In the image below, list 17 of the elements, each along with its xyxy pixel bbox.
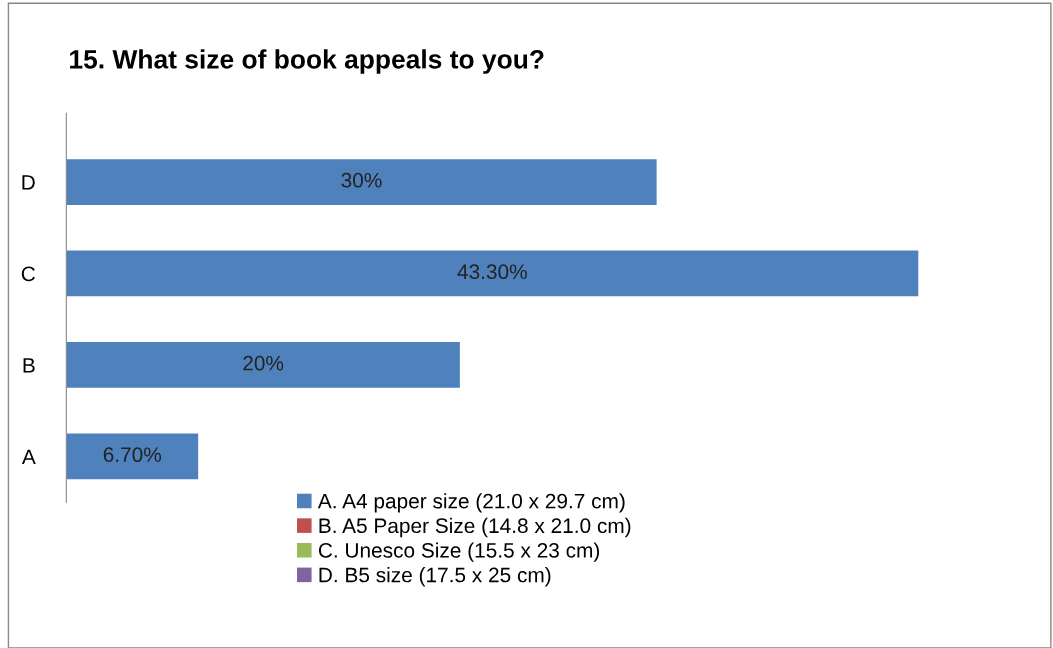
- data-label: 43.30%: [457, 264, 527, 280]
- legend-label: A. A4 paper size (21.0 x 29.7 cm): [317, 493, 625, 513]
- data-label: 6.70%: [103, 447, 162, 463]
- legend-label: B. A5 Paper Size (14.8 x 21.0 cm): [319, 517, 631, 538]
- bar: [66, 342, 460, 388]
- bar: [66, 250, 919, 297]
- y-tick-label: D: [22, 175, 35, 190]
- data-label: 20%: [243, 355, 284, 371]
- legend-label: D. B5 size (17.5 x 25 cm): [319, 567, 551, 587]
- chart-title: 15. What size of book appeals to you?: [70, 49, 544, 74]
- y-tick-label: B: [23, 358, 35, 373]
- y-tick-label: C: [21, 266, 35, 282]
- bar: [66, 433, 199, 480]
- data-label: 30%: [341, 172, 382, 188]
- bar: [66, 159, 657, 205]
- legend-label: C. Unesco Size (15.5 x 23 cm): [318, 542, 600, 562]
- y-tick-label: A: [21, 449, 36, 465]
